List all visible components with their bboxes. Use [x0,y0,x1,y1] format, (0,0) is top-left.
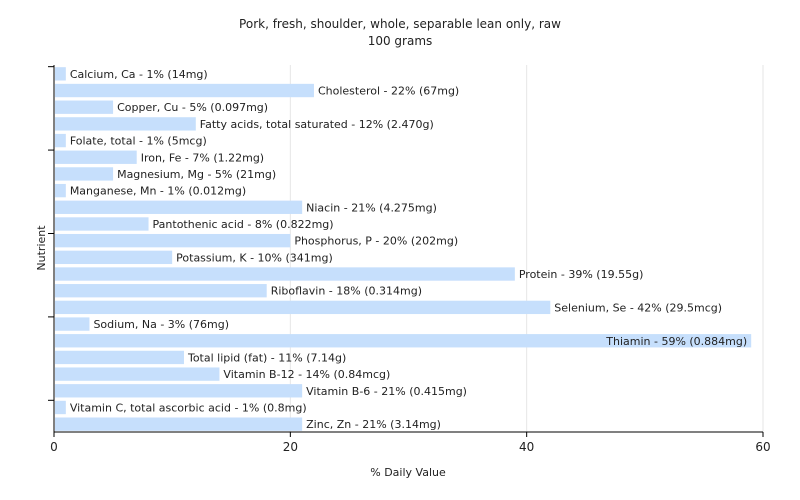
bar [55,250,173,265]
bar [55,167,114,181]
bar-label: Cholesterol - 22% (67mg) [318,85,459,98]
bar [55,334,752,348]
bar [55,417,303,431]
bar-label: Vitamin B-12 - 14% (0.84mcg) [223,368,390,381]
bar-label: Vitamin C, total ascorbic acid - 1% (0.8… [70,401,307,414]
bar [55,200,303,214]
chart-subtitle: 100 grams [368,34,433,48]
bar [55,100,114,114]
bar [55,367,220,381]
bar [55,117,196,131]
grid-lines [289,65,764,432]
bar [55,300,551,315]
x-tick-label: 60 [755,440,770,454]
bar-label: Selenium, Se - 42% (29.5mcg) [554,301,722,314]
bar-label: Calcium, Ca - 1% (14mg) [70,68,208,81]
bar [55,267,515,281]
bar-label: Protein - 39% (19.55g) [519,268,644,281]
bar-label: Phosphorus, P - 20% (202mg) [294,235,458,248]
bar [55,133,66,148]
bar-label: Thiamin - 59% (0.884mg) [605,335,747,348]
bar [55,350,184,365]
x-tick-label: 40 [519,440,534,454]
bar-label: Pantothenic acid - 8% (0.822mg) [153,218,334,231]
bar-label: Folate, total - 1% (5mcg) [70,135,207,148]
bar-label: Iron, Fe - 7% (1.22mg) [141,151,264,164]
x-tick-label: 0 [50,440,58,454]
bar-label: Magnesium, Mg - 5% (21mg) [117,168,276,181]
bar-label: Total lipid (fat) - 11% (7.14g) [187,351,346,364]
bar [55,150,137,164]
axes: 0 20 40 60 [48,65,771,454]
x-axis-label: % Daily Value [370,466,446,479]
bar-label: Fatty acids, total saturated - 12% (2.47… [200,118,434,131]
bar [55,384,303,398]
bar-label: Potassium, K - 10% (341mg) [176,251,333,264]
bar [55,183,66,198]
bars [55,67,752,431]
chart-title: Pork, fresh, shoulder, whole, separable … [239,17,561,31]
bar-labels: Calcium, Ca - 1% (14mg) Cholesterol - 22%… [70,68,747,431]
bar [55,83,314,98]
bar-label: Niacin - 21% (4.275mg) [306,201,437,214]
y-axis-label: Nutrient [35,225,48,271]
bar-label: Sodium, Na - 3% (76mg) [93,318,229,331]
bar [55,217,149,231]
bar [55,67,66,81]
bar [55,400,66,415]
bar-label: Manganese, Mn - 1% (0.012mg) [70,185,246,198]
bar-label: Vitamin B-6 - 21% (0.415mg) [306,385,467,398]
bar [55,317,90,331]
x-tick-label: 20 [283,440,298,454]
bar-label: Riboflavin - 18% (0.314mg) [271,285,422,298]
bar [55,284,267,298]
bar [55,233,291,248]
bar-label: Copper, Cu - 5% (0.097mg) [117,101,268,114]
bar-label: Zinc, Zn - 21% (3.14mg) [306,418,441,431]
